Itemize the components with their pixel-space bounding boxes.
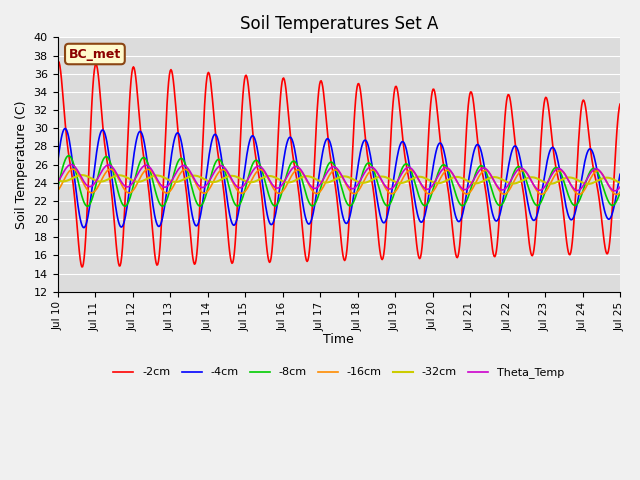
- -16cm: [69, 166, 77, 172]
- Theta_Temp: [408, 166, 416, 172]
- Text: BC_met: BC_met: [68, 48, 121, 60]
- -32cm: [408, 176, 416, 182]
- -8cm: [54, 185, 61, 191]
- Legend: -2cm, -4cm, -8cm, -16cm, -32cm, Theta_Temp: -2cm, -4cm, -8cm, -16cm, -32cm, Theta_Te…: [109, 363, 568, 383]
- -4cm: [616, 171, 624, 177]
- Line: -4cm: -4cm: [58, 129, 620, 228]
- -2cm: [425, 122, 433, 128]
- -4cm: [54, 160, 61, 166]
- -4cm: [425, 190, 433, 196]
- -16cm: [180, 167, 188, 173]
- -8cm: [83, 204, 91, 209]
- -2cm: [54, 59, 62, 64]
- -2cm: [210, 114, 218, 120]
- -16cm: [122, 189, 130, 194]
- X-axis label: Time: Time: [323, 333, 354, 347]
- -8cm: [616, 190, 624, 195]
- -8cm: [64, 153, 72, 159]
- -16cm: [209, 179, 217, 185]
- -8cm: [124, 202, 131, 207]
- -8cm: [425, 198, 433, 204]
- -16cm: [408, 168, 416, 173]
- -32cm: [616, 180, 624, 186]
- -8cm: [210, 163, 218, 169]
- -32cm: [78, 172, 86, 178]
- Theta_Temp: [209, 171, 217, 177]
- -16cm: [64, 170, 72, 176]
- -8cm: [409, 172, 417, 178]
- -16cm: [613, 192, 621, 197]
- Line: Theta_Temp: Theta_Temp: [58, 165, 620, 191]
- -32cm: [584, 181, 592, 187]
- -2cm: [409, 203, 417, 209]
- -2cm: [124, 149, 131, 155]
- -32cm: [64, 178, 72, 183]
- -4cm: [80, 225, 88, 230]
- -32cm: [180, 177, 188, 182]
- -8cm: [180, 159, 188, 165]
- -32cm: [209, 179, 217, 185]
- -8cm: [65, 153, 72, 158]
- Theta_Temp: [122, 184, 130, 190]
- -4cm: [180, 156, 188, 162]
- -16cm: [616, 190, 624, 195]
- -4cm: [61, 126, 69, 132]
- Theta_Temp: [180, 163, 188, 168]
- -32cm: [54, 177, 61, 183]
- -4cm: [65, 133, 72, 139]
- Theta_Temp: [67, 162, 75, 168]
- -2cm: [180, 173, 188, 179]
- Line: -2cm: -2cm: [58, 61, 620, 267]
- Y-axis label: Soil Temperature (C): Soil Temperature (C): [15, 100, 28, 229]
- -16cm: [424, 191, 432, 197]
- -32cm: [424, 177, 432, 183]
- -2cm: [65, 150, 72, 156]
- -2cm: [78, 264, 86, 270]
- -2cm: [54, 60, 61, 66]
- -2cm: [616, 101, 624, 107]
- Theta_Temp: [64, 163, 72, 169]
- Line: -16cm: -16cm: [58, 169, 620, 194]
- Theta_Temp: [616, 184, 624, 190]
- Line: -32cm: -32cm: [58, 175, 620, 184]
- Line: -8cm: -8cm: [58, 156, 620, 206]
- Theta_Temp: [54, 180, 61, 185]
- Title: Soil Temperatures Set A: Soil Temperatures Set A: [239, 15, 438, 33]
- Theta_Temp: [424, 186, 432, 192]
- -4cm: [409, 184, 417, 190]
- -16cm: [54, 188, 61, 194]
- -32cm: [122, 174, 130, 180]
- -4cm: [124, 203, 131, 209]
- Theta_Temp: [611, 188, 618, 194]
- -4cm: [210, 132, 218, 138]
